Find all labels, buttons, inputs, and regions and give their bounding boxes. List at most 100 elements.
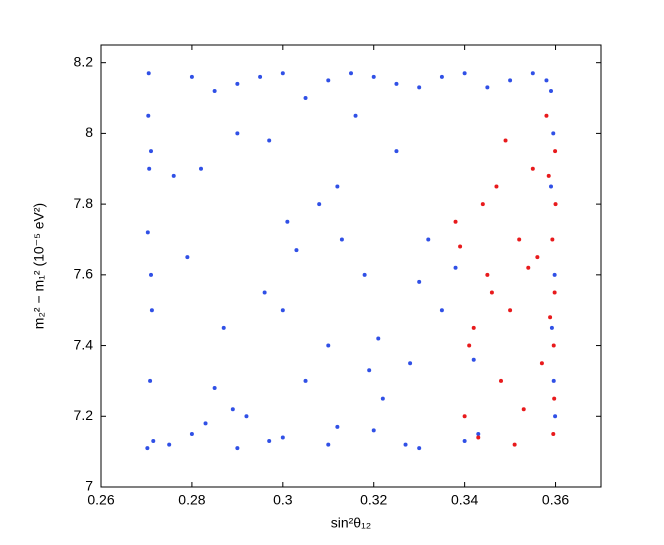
point — [549, 184, 553, 189]
x-tick-label: 0.36 — [542, 492, 569, 508]
point — [235, 446, 240, 451]
point — [203, 421, 208, 426]
point — [353, 113, 358, 118]
point — [551, 378, 556, 383]
point — [145, 230, 150, 235]
point — [380, 396, 385, 401]
point — [553, 202, 558, 207]
point — [417, 85, 422, 90]
point — [544, 113, 549, 118]
point — [548, 315, 553, 320]
x-tick-label: 0.32 — [360, 492, 387, 508]
point — [189, 74, 194, 79]
point — [149, 149, 153, 154]
point — [544, 78, 549, 83]
point — [185, 255, 190, 260]
point — [551, 431, 556, 436]
point — [146, 113, 151, 118]
y-tick-label: 7.6 — [74, 266, 94, 282]
point — [339, 237, 344, 242]
point — [462, 71, 467, 76]
point — [508, 308, 513, 313]
x-axis-label: sin²θ₁₂ — [331, 515, 372, 531]
point — [521, 407, 526, 412]
point — [317, 202, 322, 207]
point — [417, 279, 422, 284]
point — [476, 431, 481, 436]
point — [494, 184, 499, 189]
point — [258, 74, 263, 79]
point — [439, 308, 444, 313]
point — [403, 442, 408, 447]
point — [503, 138, 508, 143]
point — [362, 272, 367, 277]
point — [549, 325, 554, 330]
point — [326, 343, 331, 348]
point — [552, 396, 557, 401]
point — [244, 414, 249, 419]
point — [303, 378, 308, 383]
point — [539, 361, 544, 366]
point — [349, 71, 353, 76]
point — [462, 414, 467, 419]
point — [552, 290, 557, 295]
point — [476, 435, 481, 440]
point — [453, 219, 458, 224]
point — [485, 85, 490, 90]
point — [335, 424, 340, 429]
point — [235, 81, 240, 86]
point — [552, 272, 557, 277]
point — [335, 184, 340, 189]
point — [326, 78, 331, 83]
point — [167, 442, 172, 447]
point — [526, 265, 531, 270]
point — [471, 325, 476, 330]
point — [517, 237, 522, 242]
point — [230, 407, 235, 412]
point — [549, 88, 553, 93]
point — [467, 343, 472, 348]
point — [146, 71, 151, 76]
point — [530, 71, 535, 76]
point — [149, 272, 153, 277]
point — [546, 173, 551, 178]
plot-frame — [100, 44, 602, 488]
y-tick-label: 7.4 — [74, 336, 94, 352]
point — [408, 361, 413, 366]
point — [499, 378, 503, 383]
point — [212, 88, 217, 93]
point — [280, 71, 285, 76]
point — [280, 308, 285, 313]
y-tick-label: 8 — [85, 124, 93, 140]
x-tick-label: 0.26 — [87, 492, 114, 508]
y-axis-label: m₂² − m₁² (10⁻⁵ eV²) — [31, 203, 47, 329]
point — [280, 435, 285, 440]
x-tick-label: 0.28 — [178, 492, 205, 508]
point — [148, 378, 153, 383]
point — [553, 149, 558, 154]
point — [371, 74, 376, 79]
point — [426, 237, 431, 242]
point — [485, 272, 490, 277]
point — [145, 446, 150, 451]
point — [530, 166, 535, 171]
point — [267, 439, 272, 444]
point — [551, 343, 556, 348]
point — [171, 173, 176, 178]
y-tick-label: 7.8 — [74, 195, 94, 211]
point — [489, 290, 494, 295]
point — [267, 138, 272, 143]
point — [189, 431, 194, 436]
point — [147, 166, 152, 171]
y-tick-label: 8.2 — [74, 53, 94, 69]
point — [212, 385, 217, 390]
point — [285, 219, 290, 224]
point — [417, 446, 422, 451]
point — [149, 308, 154, 313]
point — [294, 248, 299, 253]
point — [508, 78, 513, 83]
point — [553, 414, 558, 419]
point — [376, 336, 381, 341]
